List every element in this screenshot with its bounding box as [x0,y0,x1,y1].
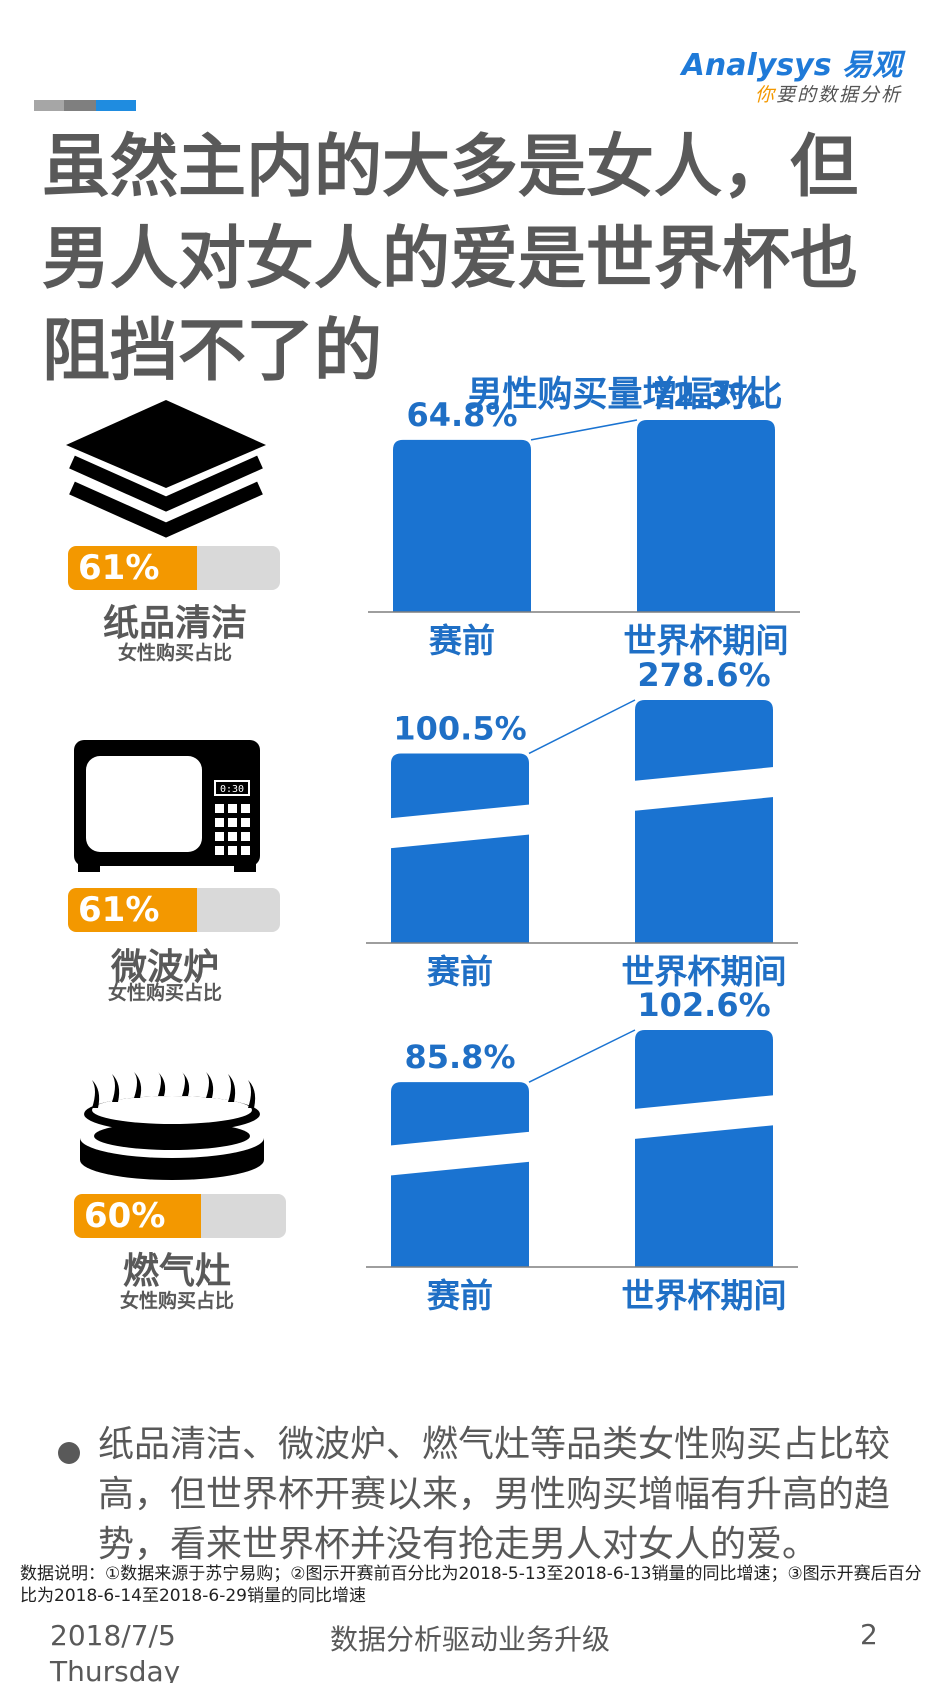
connector-line [528,1029,636,1083]
category-subtitle: 女性购买占比 [117,642,232,664]
female-share-label: 61% [78,890,160,930]
female-share-fill [74,1194,202,1238]
analysys-logo: Analysys 易观 你要的数据分析 [682,40,902,110]
data-label: 100.5% [393,709,526,747]
bar [635,1030,773,1267]
female-share-bar: 60% [74,1194,286,1238]
female-share-fill [68,888,198,932]
bar [391,753,529,943]
female-share-label: 61% [78,548,160,588]
slogan-highlight: 你 [754,84,776,106]
chart-title: 男性购买量增幅对比 [467,375,783,415]
category-subtitle: 女性购买占比 [119,1290,234,1312]
data-note: 数据说明：①数据来源于苏宁易购；②图示开赛前百分比为2018-5-13至2018… [20,1564,922,1606]
accent-bar [34,100,136,111]
footer-weekday: Thursday [50,1655,181,1683]
page-headline: 虽然主内的大多是女人，但男人对女人的爱是世界杯也阻挡不了的 [42,128,859,391]
category-subtitle: 女性购买占比 [107,982,222,1004]
category-name: 微波炉 [110,947,219,988]
summary-text: 纸品清洁、微波炉、燃气灶等品类女性购买占比较高，但世界杯开赛以来，男性购买增幅有… [98,1424,891,1565]
data-label: 278.6% [637,656,770,694]
footer-date-value: 2018/7/5 [50,1619,176,1652]
gas-stove-icon [80,1072,264,1180]
category-label: 世界杯期间 [624,621,789,660]
paper-stack-icon [66,400,266,538]
axis-break-mark [633,1095,775,1140]
category-name: 燃气灶 [122,1251,231,1292]
connector-line [530,419,638,441]
bullet-dot-icon [58,1442,80,1464]
category-label: 赛前 [427,1276,493,1315]
bar [637,420,775,612]
logo-brand: Analysys 易观 [681,48,902,83]
female-share-label: 60% [84,1196,166,1236]
data-label: 64.8% [406,396,517,434]
axis-break-mark [389,1131,531,1176]
axis-break-mark [633,766,775,811]
category-label: 世界杯期间 [622,952,787,991]
footer-date: 2018/7/5 Thursday [50,1618,180,1683]
microwave-display: 0:30 [220,784,244,795]
data-label: 102.6% [637,986,770,1024]
category-name: 纸品清洁 [102,603,247,644]
bar [635,700,773,943]
category-label: 世界杯期间 [622,1276,787,1315]
slogan-rest: 要的数据分析 [775,84,902,106]
female-share-bar: 61% [68,888,280,932]
footer-center: 数据分析驱动业务升级 [330,1623,611,1656]
logo-slogan: 你要的数据分析 [755,80,902,107]
connector-line [528,699,636,755]
bar [393,439,531,612]
page-number: 2 [860,1618,878,1651]
data-label: 72.3% [650,376,761,414]
axis-break-mark [389,804,531,849]
female-share-bar: 61% [68,546,280,590]
female-share-fill [68,546,198,590]
bar [391,1082,529,1267]
category-label: 赛前 [427,952,493,991]
microwave-icon: 0:30 [74,740,260,872]
data-label: 85.8% [404,1038,515,1076]
category-label: 赛前 [429,621,495,660]
